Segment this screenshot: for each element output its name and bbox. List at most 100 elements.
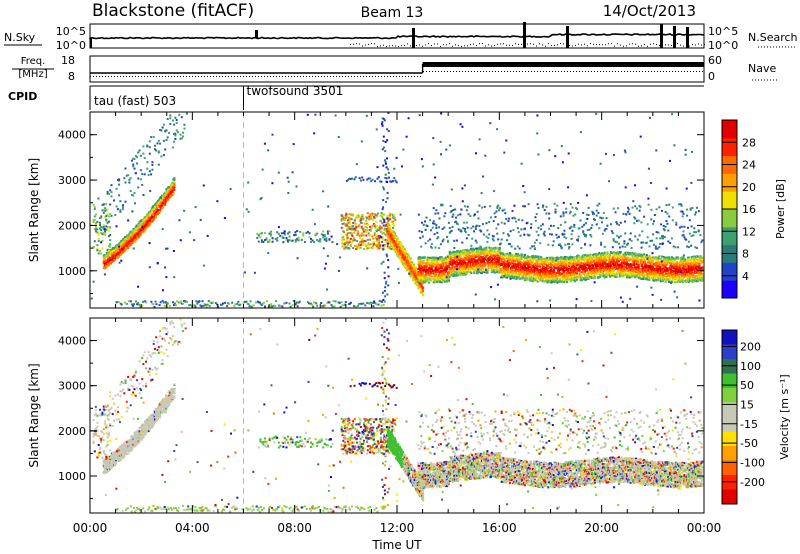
echo-cell xyxy=(490,249,493,252)
echo-cell xyxy=(462,261,465,264)
nsearch-dot xyxy=(557,44,558,46)
echo-cell xyxy=(485,246,488,249)
echo-cell xyxy=(110,214,113,217)
echo-cell xyxy=(386,228,389,231)
echo-cell xyxy=(107,249,110,252)
echo-cell xyxy=(287,232,289,235)
nave-dot xyxy=(639,71,640,72)
nsearch-dot xyxy=(410,45,411,47)
echo-cell xyxy=(135,235,138,238)
echo-cell xyxy=(481,270,484,273)
echo-cell xyxy=(373,241,375,243)
echo-cell xyxy=(104,255,107,258)
freq-panel-frame xyxy=(89,55,705,83)
echo-cell xyxy=(297,239,300,242)
echo-cell xyxy=(152,207,155,210)
echo-cell xyxy=(366,178,369,181)
echo-cell xyxy=(366,302,369,304)
echo-cell xyxy=(359,244,362,246)
echo-cell xyxy=(368,302,371,305)
echo-cell xyxy=(215,303,218,306)
echo-cell xyxy=(155,303,158,306)
echo-cell xyxy=(139,178,142,181)
echo-cell xyxy=(387,284,390,287)
echo-cell xyxy=(95,230,98,233)
echo-cell xyxy=(259,236,262,239)
echo-cell xyxy=(122,208,124,211)
nsearch-dot xyxy=(356,43,357,45)
echo-cell xyxy=(144,300,147,303)
nsearch-dot xyxy=(521,43,522,45)
echo-cell xyxy=(108,259,111,262)
echo-cell xyxy=(166,197,169,200)
echo-cell xyxy=(364,304,367,307)
echo-cell xyxy=(480,246,483,248)
echo-cell xyxy=(162,195,165,198)
echo-cell xyxy=(438,226,441,229)
nave-dot xyxy=(552,71,553,72)
echo-cell xyxy=(515,220,518,223)
echo-cell xyxy=(107,220,110,223)
nave-dot xyxy=(459,71,460,72)
echo-cell xyxy=(352,247,355,250)
echo-cell xyxy=(395,243,398,246)
nave-dot xyxy=(405,76,406,77)
echo-cell xyxy=(106,227,109,230)
echo-cell xyxy=(439,243,442,246)
nave-dot xyxy=(252,76,253,77)
echo-cell xyxy=(386,157,388,160)
nave-dot xyxy=(516,71,517,72)
echo-cell xyxy=(376,225,378,228)
echo-cell xyxy=(450,210,453,213)
echo-cell xyxy=(344,246,347,249)
echo-cell xyxy=(288,231,291,234)
echo-cell xyxy=(346,219,349,222)
echo-cell xyxy=(118,178,121,181)
echo-cell xyxy=(355,245,358,247)
echo-cell xyxy=(404,256,407,259)
echo-cell xyxy=(430,256,432,259)
nave-dot xyxy=(330,76,331,77)
echo-cell xyxy=(265,237,268,240)
nave-dot xyxy=(609,71,610,72)
echo-cell xyxy=(407,254,410,257)
echo-cell xyxy=(294,303,297,306)
echo-cell xyxy=(139,223,142,226)
echo-cell xyxy=(349,301,352,304)
echo-cell xyxy=(104,263,107,265)
echo-cell xyxy=(109,234,112,236)
nave-dot xyxy=(186,76,187,77)
nsearch-dot xyxy=(569,45,570,47)
echo-cell xyxy=(486,229,489,232)
echo-cell xyxy=(356,233,359,236)
nave-dot xyxy=(510,71,511,72)
echo-cell xyxy=(165,138,168,141)
echo-cell xyxy=(389,233,392,236)
echo-cell xyxy=(514,247,517,250)
nave-dot xyxy=(216,76,217,77)
echo-cell xyxy=(378,236,381,239)
echo-cell xyxy=(476,270,479,273)
echo-cell xyxy=(131,230,134,233)
echo-cell xyxy=(369,238,372,241)
echo-cell xyxy=(183,127,186,130)
echo-cell xyxy=(385,177,388,180)
nave-dot xyxy=(549,71,550,72)
echo-cell xyxy=(537,226,540,229)
nsearch-dot xyxy=(614,45,615,47)
echo-cell xyxy=(346,232,349,235)
nave-dot xyxy=(438,71,439,72)
echo-cell xyxy=(122,206,124,209)
echo-cell xyxy=(221,303,223,306)
echo-cell xyxy=(148,170,151,173)
echo-cell xyxy=(474,239,477,242)
echo-cell xyxy=(107,215,110,218)
nsearch-dot xyxy=(692,44,693,46)
echo-cell xyxy=(510,245,513,248)
echo-cell xyxy=(245,300,248,303)
echo-cell xyxy=(276,237,279,240)
echo-cell xyxy=(131,238,134,241)
echo-cell xyxy=(403,248,406,250)
echo-cell xyxy=(470,244,473,247)
nave-dot xyxy=(588,71,589,72)
